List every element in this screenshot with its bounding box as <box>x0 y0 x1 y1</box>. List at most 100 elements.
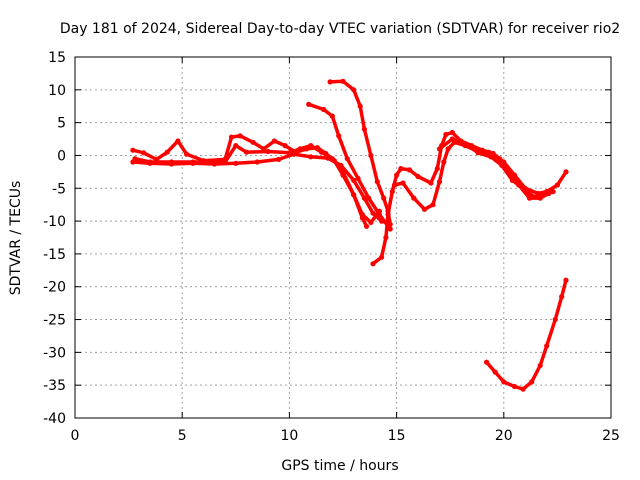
data-point <box>321 107 326 112</box>
data-point <box>212 159 217 164</box>
x-tick-label: 0 <box>71 428 80 444</box>
data-point <box>287 150 292 155</box>
data-point <box>238 133 243 138</box>
data-point <box>366 196 371 201</box>
data-point <box>255 159 260 164</box>
data-point <box>184 152 189 157</box>
data-point <box>488 154 493 159</box>
data-point <box>398 166 403 171</box>
data-point <box>244 150 249 155</box>
data-point <box>381 196 386 201</box>
y-tick-label: -35 <box>43 378 66 394</box>
data-point <box>340 169 345 174</box>
data-point <box>368 153 373 158</box>
data-point <box>422 207 427 212</box>
data-point <box>400 180 405 185</box>
data-point <box>132 156 137 161</box>
data-point <box>306 102 311 107</box>
data-point <box>521 387 526 392</box>
data-point <box>512 384 517 389</box>
data-point <box>141 150 146 155</box>
data-point <box>370 261 375 266</box>
data-point <box>383 235 388 240</box>
chart: 0 5 10 15 20 25151050-5-10-15-20-25-30-35-40 … <box>0 0 640 480</box>
data-point <box>276 157 281 162</box>
data-point <box>529 379 534 384</box>
x-axis-label: GPS time / hours <box>281 458 398 474</box>
data-point <box>551 189 556 194</box>
data-point <box>379 255 384 260</box>
data-point <box>223 159 228 164</box>
data-point <box>450 136 455 141</box>
data-point <box>340 79 345 84</box>
data-point <box>364 224 369 229</box>
data-point <box>272 138 277 143</box>
data-point <box>430 202 435 207</box>
data-point <box>499 163 504 168</box>
data-point <box>250 140 255 145</box>
data-point <box>377 212 382 217</box>
data-point <box>330 156 335 161</box>
data-point <box>476 150 481 155</box>
chart-background <box>0 0 640 480</box>
data-point <box>411 196 416 201</box>
data-point <box>169 159 174 164</box>
x-tick-label: 10 <box>280 428 298 444</box>
data-point <box>538 363 543 368</box>
y-tick-label: -5 <box>52 181 66 197</box>
y-axis-label: SDTVAR / TECUs <box>8 181 24 296</box>
data-point <box>443 132 448 137</box>
data-point <box>563 169 568 174</box>
data-point <box>521 186 526 191</box>
data-point <box>394 173 399 178</box>
data-point <box>484 360 489 365</box>
data-point <box>441 159 446 164</box>
data-point <box>510 178 515 183</box>
data-point <box>368 220 373 225</box>
x-tick-label: 15 <box>388 428 406 444</box>
data-point <box>130 148 135 153</box>
data-point <box>229 135 234 140</box>
data-point <box>501 379 506 384</box>
data-point <box>336 133 341 138</box>
data-point <box>437 146 442 151</box>
data-point <box>463 141 468 146</box>
data-point <box>265 149 270 154</box>
data-point <box>437 179 442 184</box>
y-tick-label: -40 <box>43 411 66 427</box>
y-tick-label: -20 <box>43 280 66 296</box>
data-point <box>355 176 360 181</box>
data-point <box>165 150 170 155</box>
x-tick-label: 25 <box>602 428 620 444</box>
x-tick-label: 5 <box>178 428 187 444</box>
data-point <box>553 317 558 322</box>
data-point <box>446 146 451 151</box>
data-point <box>531 194 536 199</box>
data-point <box>559 294 564 299</box>
data-point <box>190 159 195 164</box>
data-point <box>328 79 333 84</box>
data-point <box>385 212 390 217</box>
data-point <box>375 179 380 184</box>
y-tick-label: -10 <box>43 214 66 230</box>
data-point <box>319 150 324 155</box>
data-point <box>544 343 549 348</box>
y-tick-label: 15 <box>48 50 66 66</box>
data-point <box>407 167 412 172</box>
data-point <box>360 215 365 220</box>
data-point <box>563 278 568 283</box>
data-point <box>392 182 397 187</box>
data-point <box>147 159 152 164</box>
data-point <box>283 143 288 148</box>
data-point <box>175 138 180 143</box>
data-point <box>351 192 356 197</box>
y-tick-label: 0 <box>57 148 66 164</box>
data-point <box>362 127 367 132</box>
x-tick-label: 20 <box>495 428 513 444</box>
y-tick-label: 5 <box>57 116 66 132</box>
data-point <box>308 143 313 148</box>
data-point <box>330 114 335 119</box>
data-point <box>298 146 303 151</box>
data-point <box>390 189 395 194</box>
data-point <box>351 87 356 92</box>
